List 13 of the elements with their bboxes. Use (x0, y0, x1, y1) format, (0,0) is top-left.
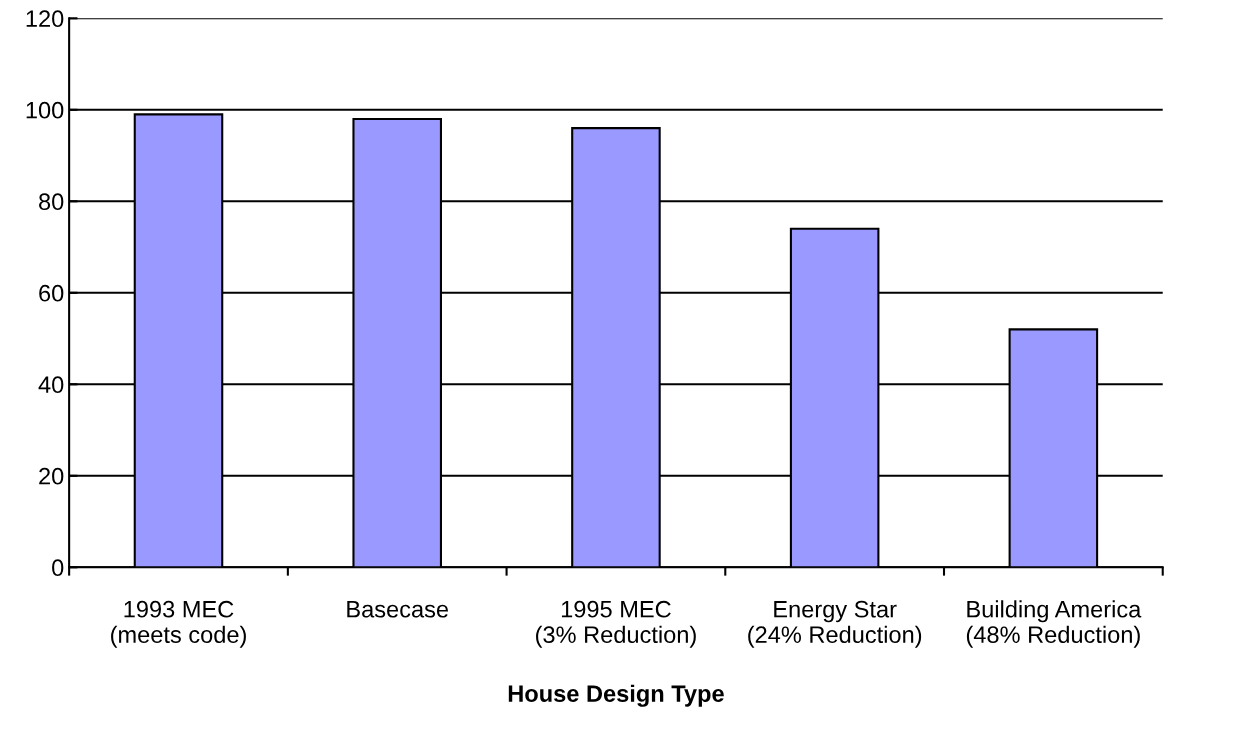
y-tick-label: 60 (39, 284, 64, 302)
y-tick-label: 120 (26, 10, 64, 28)
y-tick-label: 40 (38, 376, 64, 394)
y-tick-label: 80 (39, 193, 64, 211)
x-tick-label: 1993 MEC (meets code) (111, 600, 246, 648)
x-tick-label: Basecase (347, 601, 449, 618)
y-tick-label: 20 (39, 467, 64, 485)
x-tick-label: Energy Star (24% Reduction) (748, 600, 922, 648)
y-tick-label: 100 (26, 101, 64, 119)
y-tick-label: 0 (52, 559, 64, 577)
x-tick-label: 1995 MEC (3% Reduction) (536, 600, 696, 648)
x-tick-label: Building America (48% Reduction) (966, 600, 1142, 648)
x-axis-title: House Design Type (508, 684, 724, 707)
